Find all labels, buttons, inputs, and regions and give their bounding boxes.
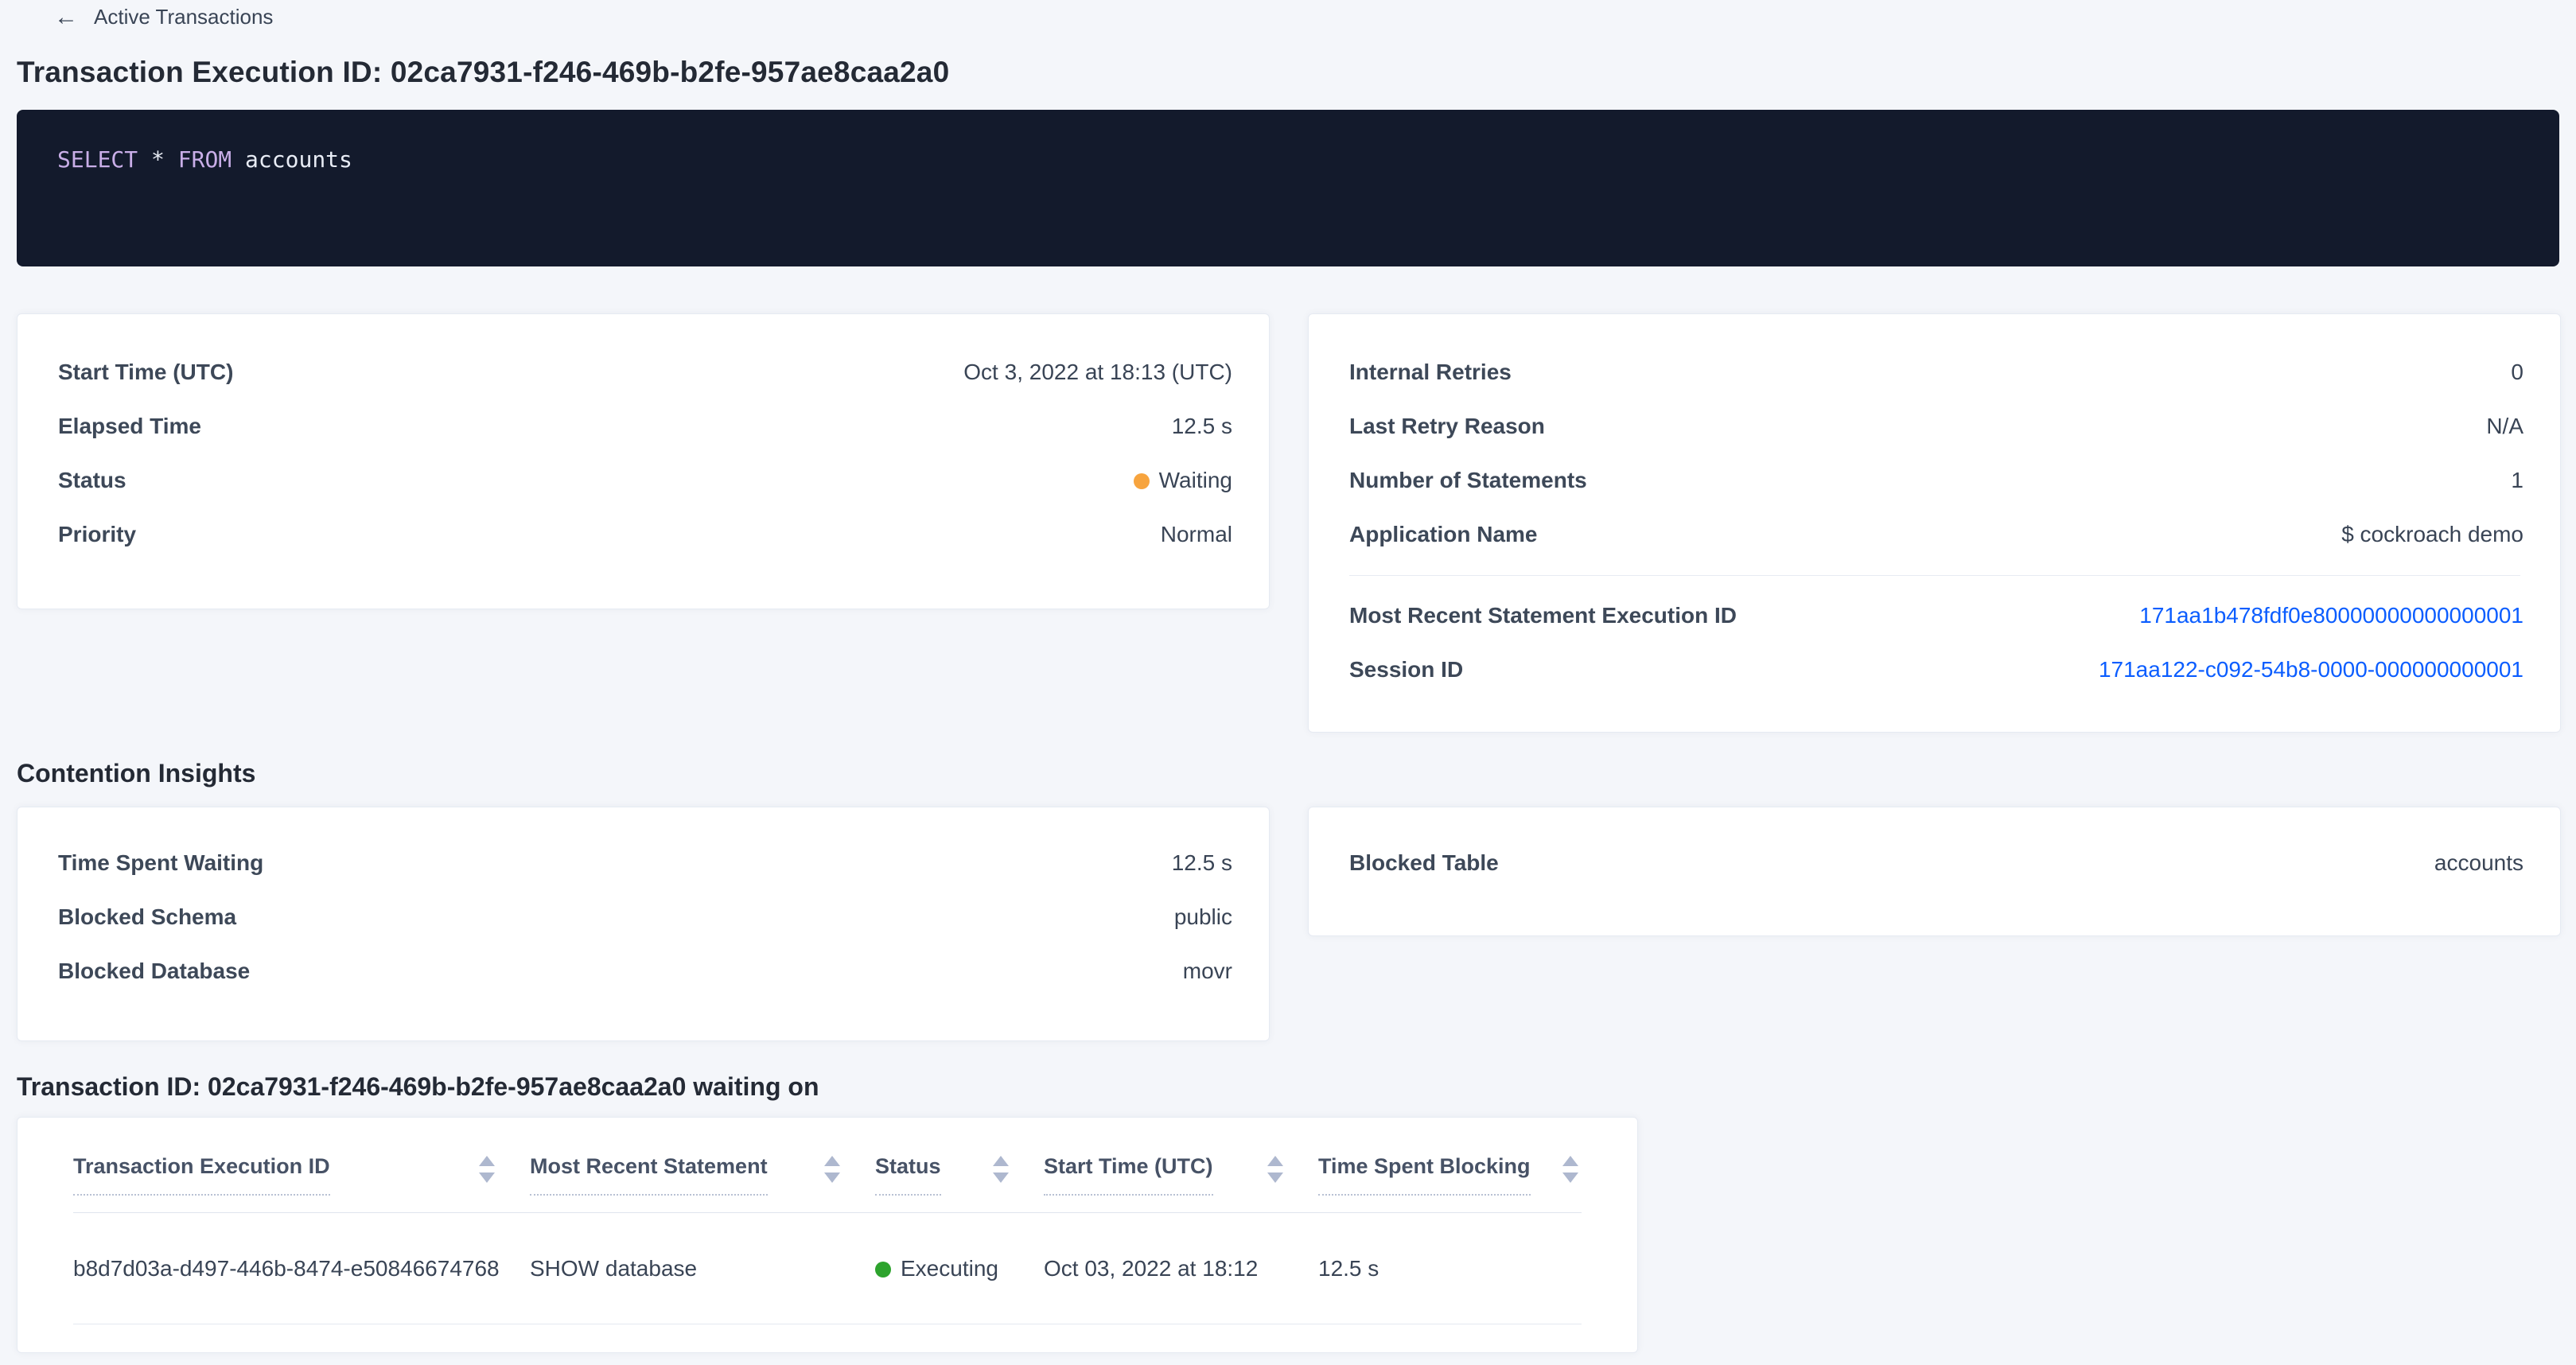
transaction-summary-card: Start Time (UTC) Oct 3, 2022 at 18:13 (U… xyxy=(17,313,1270,609)
detail-label: Priority xyxy=(58,522,137,546)
detail-row-priority: Priority Normal xyxy=(18,508,1269,562)
detail-row-blocked-table: Blocked Table accounts xyxy=(1309,836,2560,890)
detail-row-blocked-schema: Blocked Schema public xyxy=(18,890,1269,944)
detail-label: Number of Statements xyxy=(1349,468,1587,492)
status-text: Waiting xyxy=(1158,468,1232,492)
detail-label: Elapsed Time xyxy=(58,414,202,438)
cell-transaction-execution-id: b8d7d03a-d497-446b-8474-e50846674768 xyxy=(73,1255,500,1281)
column-header-label: Status xyxy=(875,1154,941,1196)
sort-arrows-icon[interactable] xyxy=(824,1156,840,1183)
detail-row-start-time: Start Time (UTC) Oct 3, 2022 at 18:13 (U… xyxy=(18,345,1269,399)
sql-keyword-select: SELECT xyxy=(57,146,138,173)
waiting-on-table: Transaction Execution ID Most Recent Sta… xyxy=(17,1117,1638,1353)
table-row: b8d7d03a-d497-446b-8474-e50846674768 SHO… xyxy=(73,1213,1582,1324)
detail-label: Start Time (UTC) xyxy=(58,360,234,384)
sql-table-identifier: accounts xyxy=(245,146,352,173)
detail-row-statement-execution-id: Most Recent Statement Execution ID 171aa… xyxy=(1309,589,2560,643)
detail-value: Oct 3, 2022 at 18:13 (UTC) xyxy=(963,360,1232,384)
back-arrow-icon: ← xyxy=(54,3,78,30)
detail-value: 0 xyxy=(2511,360,2523,384)
detail-value: 12.5 s xyxy=(1171,850,1232,875)
detail-label: Time Spent Waiting xyxy=(58,850,264,875)
status-text: Executing xyxy=(901,1255,998,1281)
cell-start-time: Oct 03, 2022 at 18:12 xyxy=(1044,1255,1259,1281)
sql-keyword-from: FROM xyxy=(177,146,232,173)
detail-value: movr xyxy=(1182,959,1232,983)
status-waiting-dot-icon xyxy=(1133,473,1150,489)
detail-row-blocked-database: Blocked Database movr xyxy=(18,944,1269,998)
column-header-start-time[interactable]: Start Time (UTC) xyxy=(1044,1154,1318,1196)
detail-row-time-spent-waiting: Time Spent Waiting 12.5 s xyxy=(18,836,1269,890)
sort-arrows-icon[interactable] xyxy=(1267,1156,1283,1183)
column-header-label: Start Time (UTC) xyxy=(1044,1154,1213,1196)
back-link-label: Active Transactions xyxy=(94,5,274,29)
detail-label: Blocked Schema xyxy=(58,904,237,929)
detail-label: Blocked Table xyxy=(1349,850,1499,875)
contention-insights-heading: Contention Insights xyxy=(17,759,256,788)
column-header-status[interactable]: Status xyxy=(875,1154,1044,1196)
detail-row-internal-retries: Internal Retries 0 xyxy=(1309,345,2560,399)
sql-star: * xyxy=(151,146,165,173)
card-divider xyxy=(1349,575,2520,576)
blocked-table-card: Blocked Table accounts xyxy=(1308,807,2561,936)
detail-value: N/A xyxy=(2486,414,2523,438)
column-header-label: Time Spent Blocking xyxy=(1318,1154,1531,1196)
detail-label: Application Name xyxy=(1349,522,1538,546)
status-executing-dot-icon xyxy=(875,1261,891,1278)
statement-execution-id-link[interactable]: 171aa1b478fdf0e80000000000000001 xyxy=(2139,603,2523,628)
cell-time-spent-blocking: 12.5 s xyxy=(1318,1255,1379,1281)
detail-value: $ cockroach demo xyxy=(2341,522,2523,546)
detail-row-last-retry-reason: Last Retry Reason N/A xyxy=(1309,399,2560,453)
detail-value: 1 xyxy=(2511,468,2523,492)
sql-statement-box: SELECT * FROM accounts xyxy=(17,110,2559,266)
page-title: Transaction Execution ID: 02ca7931-f246-… xyxy=(17,56,950,88)
column-header-time-spent-blocking[interactable]: Time Spent Blocking xyxy=(1318,1154,1582,1196)
cell-most-recent-statement: SHOW database xyxy=(530,1255,698,1281)
column-header-most-recent-statement[interactable]: Most Recent Statement xyxy=(530,1154,875,1196)
cell-status: Executing xyxy=(875,1256,1044,1281)
column-header-label: Most Recent Statement xyxy=(530,1154,768,1196)
contention-details-card: Time Spent Waiting 12.5 s Blocked Schema… xyxy=(17,807,1270,1041)
sql-statement-text: SELECT * FROM accounts xyxy=(57,148,2559,172)
detail-label: Session ID xyxy=(1349,657,1464,682)
sort-arrows-icon[interactable] xyxy=(993,1156,1009,1183)
session-id-link[interactable]: 171aa122-c092-54b8-0000-000000000001 xyxy=(2098,657,2523,682)
detail-value: accounts xyxy=(2434,850,2523,875)
detail-row-session-id: Session ID 171aa122-c092-54b8-0000-00000… xyxy=(1309,643,2560,697)
status-value: Waiting xyxy=(1133,468,1232,493)
detail-value: public xyxy=(1173,904,1232,929)
detail-label: Blocked Database xyxy=(58,959,251,983)
column-header-label: Transaction Execution ID xyxy=(73,1154,330,1196)
column-header-transaction-execution-id[interactable]: Transaction Execution ID xyxy=(73,1154,530,1196)
detail-label: Last Retry Reason xyxy=(1349,414,1545,438)
detail-value: Normal xyxy=(1160,522,1232,546)
detail-label: Most Recent Statement Execution ID xyxy=(1349,603,1737,628)
detail-row-elapsed-time: Elapsed Time 12.5 s xyxy=(18,399,1269,453)
detail-label: Internal Retries xyxy=(1349,360,1512,384)
detail-row-status: Status Waiting xyxy=(18,453,1269,508)
detail-row-number-of-statements: Number of Statements 1 xyxy=(1309,453,2560,508)
sort-arrows-icon[interactable] xyxy=(1562,1156,1578,1183)
waiting-on-heading: Transaction ID: 02ca7931-f246-469b-b2fe-… xyxy=(17,1072,819,1101)
back-to-active-transactions-link[interactable]: ← Active Transactions xyxy=(54,5,273,29)
detail-row-application-name: Application Name $ cockroach demo xyxy=(1309,508,2560,562)
transaction-meta-card: Internal Retries 0 Last Retry Reason N/A… xyxy=(1308,313,2561,733)
detail-label: Status xyxy=(58,468,126,492)
detail-value: 12.5 s xyxy=(1171,414,1232,438)
sort-arrows-icon[interactable] xyxy=(479,1156,495,1183)
table-header-row: Transaction Execution ID Most Recent Sta… xyxy=(73,1118,1582,1213)
